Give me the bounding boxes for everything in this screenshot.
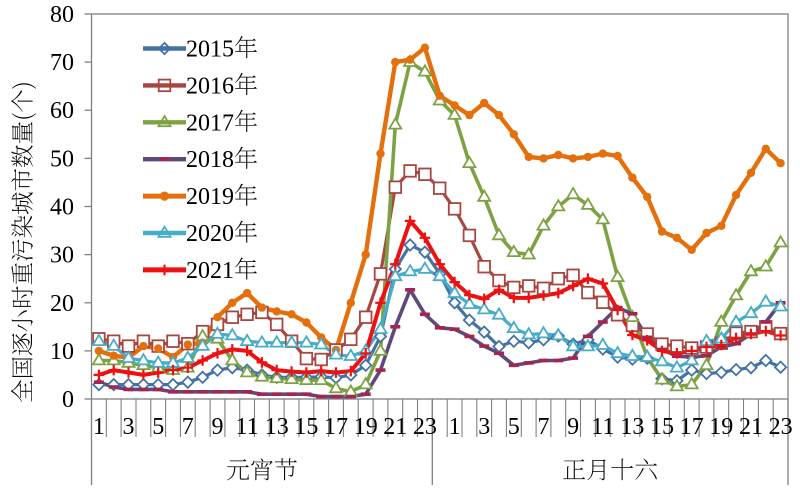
svg-text:2015: 2015 [186, 37, 234, 63]
svg-text:3: 3 [478, 414, 490, 440]
svg-text:50: 50 [50, 146, 74, 172]
svg-text:60: 60 [50, 98, 74, 124]
svg-text:7: 7 [182, 414, 194, 440]
svg-text:0: 0 [62, 387, 74, 413]
svg-text:23: 23 [769, 414, 793, 440]
svg-text:7: 7 [538, 414, 550, 440]
svg-text:2017: 2017 [186, 110, 234, 136]
svg-text:11: 11 [591, 414, 614, 440]
svg-text:2020: 2020 [186, 221, 234, 247]
svg-text:17: 17 [324, 414, 348, 440]
svg-text:30: 30 [50, 243, 74, 269]
svg-text:21: 21 [739, 414, 763, 440]
svg-text:2018: 2018 [186, 147, 234, 173]
svg-text:15: 15 [650, 414, 674, 440]
svg-text:10: 10 [50, 339, 74, 365]
svg-text:15: 15 [294, 414, 318, 440]
svg-text:11: 11 [236, 414, 259, 440]
svg-text:19: 19 [354, 414, 378, 440]
svg-text:70: 70 [50, 50, 74, 76]
svg-text:20: 20 [50, 291, 74, 317]
svg-text:21: 21 [383, 414, 407, 440]
svg-text:17: 17 [680, 414, 704, 440]
svg-text:2016: 2016 [186, 73, 234, 99]
svg-text:13: 13 [265, 414, 289, 440]
svg-text:9: 9 [212, 414, 224, 440]
svg-text:2019: 2019 [186, 184, 234, 210]
svg-text:19: 19 [709, 414, 733, 440]
svg-text:23: 23 [413, 414, 437, 440]
svg-text:80: 80 [50, 2, 74, 28]
svg-text:2021: 2021 [186, 258, 234, 284]
svg-text:5: 5 [508, 414, 520, 440]
svg-text:3: 3 [123, 414, 135, 440]
svg-text:13: 13 [620, 414, 644, 440]
svg-text:5: 5 [152, 414, 164, 440]
svg-text:9: 9 [567, 414, 579, 440]
svg-text:40: 40 [50, 195, 74, 221]
svg-text:1: 1 [93, 414, 105, 440]
svg-text:1: 1 [449, 414, 461, 440]
